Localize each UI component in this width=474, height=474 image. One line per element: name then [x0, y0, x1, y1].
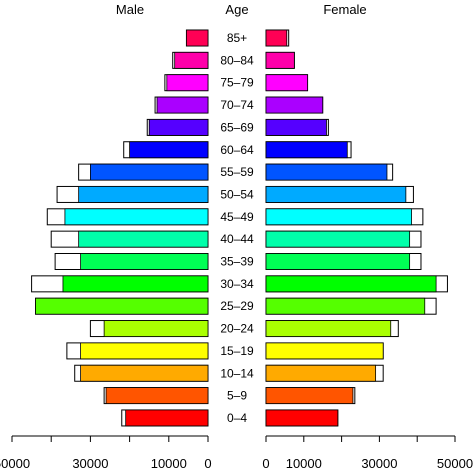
female-bar-7 [265, 253, 411, 270]
male-bar-8 [78, 230, 209, 248]
age-label-7: 35–39 [220, 255, 254, 269]
male-x-axis: 50000 30000 10000 0 [0, 435, 212, 471]
female-bar-16 [265, 51, 295, 69]
female-bars [265, 29, 448, 427]
female-bar-8 [265, 230, 411, 248]
female-header: Female [323, 2, 366, 17]
male-bar-10 [78, 186, 209, 203]
age-label-14: 70–74 [220, 98, 254, 112]
female-bar-1 [265, 387, 354, 405]
female-bar-14 [265, 96, 324, 114]
male-tick-label-2: 10000 [151, 456, 187, 471]
male-bar-3 [80, 342, 209, 360]
age-label-11: 55–59 [220, 165, 254, 179]
female-bar-0 [265, 409, 339, 427]
age-label-4: 20–24 [220, 322, 254, 336]
male-bar-6 [62, 275, 209, 293]
male-bar-16 [174, 51, 209, 69]
male-bar-14 [156, 96, 209, 114]
female-bar-6 [265, 275, 437, 293]
age-label-13: 65–69 [220, 120, 254, 134]
female-x-axis: 0 10000 30000 50000 [262, 435, 473, 471]
age-label-1: 5–9 [227, 389, 247, 403]
age-label-16: 80–84 [220, 53, 254, 67]
male-tick-label-3: 0 [204, 456, 211, 471]
male-bar-7 [80, 253, 209, 270]
female-bar-11 [265, 163, 388, 181]
age-label-12: 60–64 [220, 143, 254, 157]
male-tick-label-1: 30000 [72, 456, 108, 471]
female-bar-9 [265, 208, 412, 226]
male-bar-11 [90, 163, 209, 181]
male-bar-12 [129, 141, 209, 159]
male-bar-15 [166, 74, 209, 92]
age-label-15: 75–79 [220, 76, 254, 90]
female-tick-label-2: 30000 [361, 456, 397, 471]
age-label-2: 10–14 [220, 366, 254, 380]
female-bar-3 [265, 342, 384, 360]
age-label-6: 30–34 [220, 277, 254, 291]
male-bar-5 [35, 297, 209, 315]
female-bar-15 [265, 74, 308, 92]
age-header: Age [225, 2, 248, 17]
female-bar-12 [265, 141, 348, 159]
male-tick-label-0: 50000 [0, 456, 30, 471]
age-label-17: 85+ [227, 31, 247, 45]
age-label-8: 40–44 [220, 232, 254, 246]
female-bar-5 [265, 297, 426, 315]
female-tick-label-1: 10000 [286, 456, 322, 471]
female-bar-13 [265, 119, 327, 136]
age-label-5: 25–29 [220, 299, 254, 313]
male-bar-0 [125, 409, 209, 427]
female-tick-label-3: 50000 [437, 456, 473, 471]
female-bar-2 [265, 364, 377, 382]
male-header: Male [116, 2, 144, 17]
male-bar-13 [148, 119, 209, 136]
male-bar-1 [105, 387, 209, 405]
age-label-9: 45–49 [220, 210, 254, 224]
male-bar-9 [64, 208, 209, 226]
male-bar-4 [103, 320, 209, 337]
female-bar-17 [265, 29, 288, 47]
age-label-3: 15–19 [220, 344, 254, 358]
female-bar-10 [265, 186, 407, 203]
age-label-10: 50–54 [220, 187, 254, 201]
male-bars [31, 29, 209, 427]
female-bar-4 [265, 320, 392, 337]
male-bar-2 [80, 364, 209, 382]
age-labels: 0–4 5–9 10–14 15–19 20–24 25–29 30–34 35–39 40–4… [220, 31, 254, 425]
male-bar-17 [186, 29, 209, 47]
age-label-0: 0–4 [227, 411, 247, 425]
female-tick-label-0: 0 [262, 456, 269, 471]
